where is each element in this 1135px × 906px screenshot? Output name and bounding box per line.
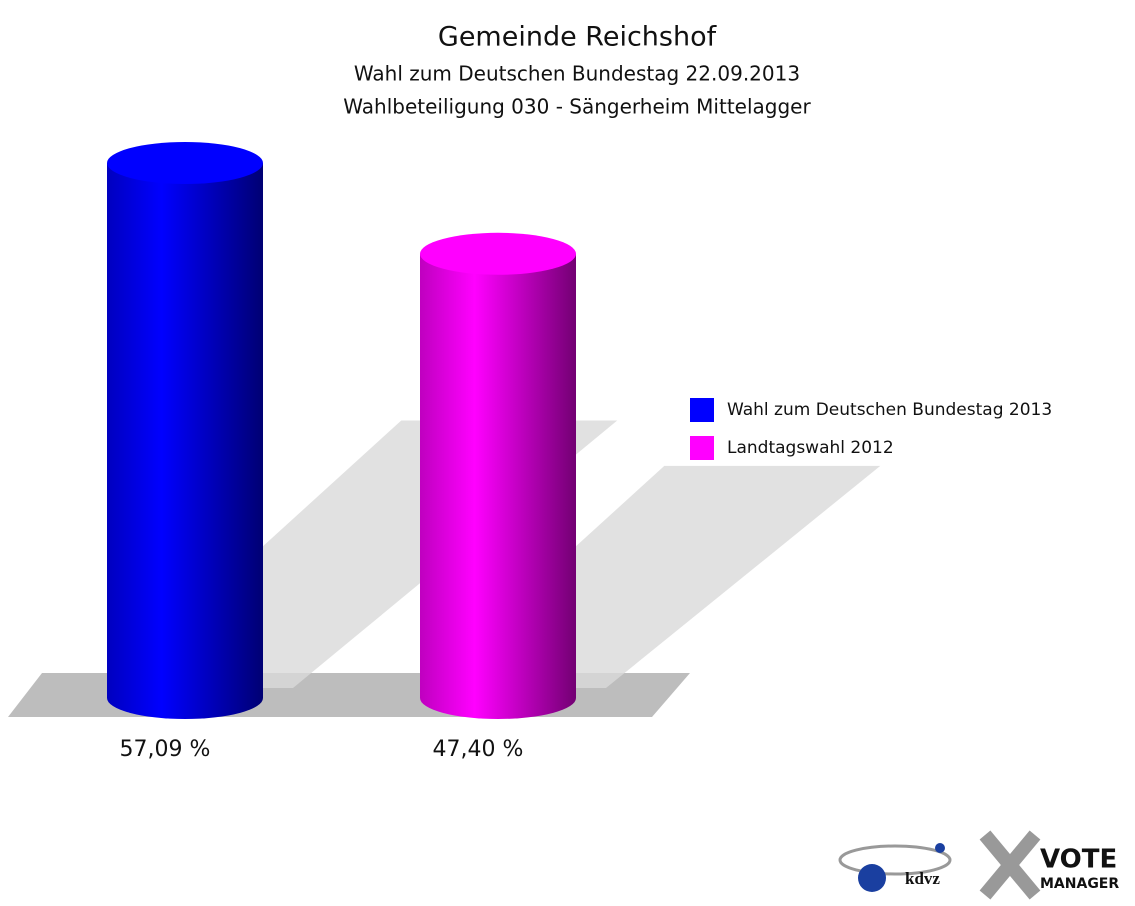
- legend-swatch: [690, 398, 714, 422]
- legend-swatch: [690, 436, 714, 460]
- value-label: 57,09 %: [120, 737, 211, 762]
- bar-body: [420, 253, 576, 719]
- logo-text: kdvz: [905, 869, 940, 888]
- logo-text: VOTE: [1040, 845, 1117, 875]
- bar: [420, 232, 576, 719]
- chart-title: Gemeinde Reichshof: [438, 22, 718, 53]
- legend-label: Wahl zum Deutschen Bundestag 2013: [727, 400, 1052, 420]
- logo-text: MANAGER: [1040, 876, 1119, 892]
- chart-subtitle: Wahl zum Deutschen Bundestag 22.09.2013: [354, 62, 800, 86]
- value-label: 47,40 %: [433, 737, 524, 762]
- bar-body: [107, 163, 263, 719]
- bar-top: [107, 142, 263, 184]
- bar-top: [420, 232, 576, 275]
- legend-label: Landtagswahl 2012: [727, 438, 894, 458]
- logo: kdvz VOTE MANAGER: [838, 830, 1119, 900]
- bar: [107, 142, 263, 719]
- chart-subtitle: Wahlbeteiligung 030 - Sängerheim Mittela…: [343, 95, 811, 119]
